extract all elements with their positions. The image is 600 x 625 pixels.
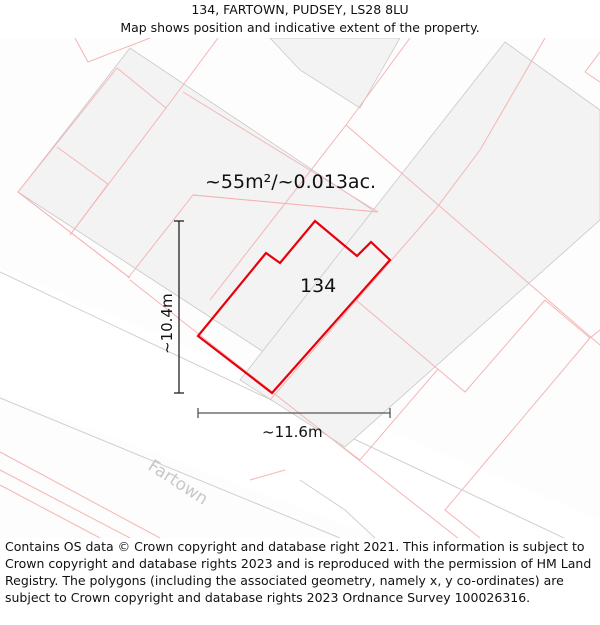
dimension-vertical-label: ~10.4m bbox=[158, 293, 176, 354]
dimension-vertical bbox=[174, 220, 184, 394]
map-description: Map shows position and indicative extent… bbox=[120, 20, 480, 35]
property-boundary-134 bbox=[196, 219, 392, 395]
copyright-attribution: Contains OS data © Crown copyright and d… bbox=[5, 539, 592, 605]
map-canvas bbox=[0, 38, 600, 538]
property-map[interactable]: ~55m²/~0.013ac. 134 ~10.4m ~11.6m Fartow… bbox=[0, 38, 600, 538]
property-address: 134, FARTOWN, PUDSEY, LS28 8LU bbox=[191, 2, 409, 17]
building-top bbox=[269, 38, 401, 109]
road-edge-curve bbox=[299, 479, 376, 538]
plot-number-label: 134 bbox=[300, 275, 337, 297]
parcel-boundaries bbox=[0, 38, 600, 538]
dimension-horizontal-label: ~11.6m bbox=[262, 423, 323, 441]
building-right-block bbox=[239, 41, 600, 448]
area-label: ~55m²/~0.013ac. bbox=[205, 171, 377, 193]
dimension-horizontal bbox=[197, 408, 391, 418]
map-header: 134, FARTOWN, PUDSEY, LS28 8LU Map shows… bbox=[0, 0, 600, 38]
road-edge-south bbox=[0, 397, 341, 538]
